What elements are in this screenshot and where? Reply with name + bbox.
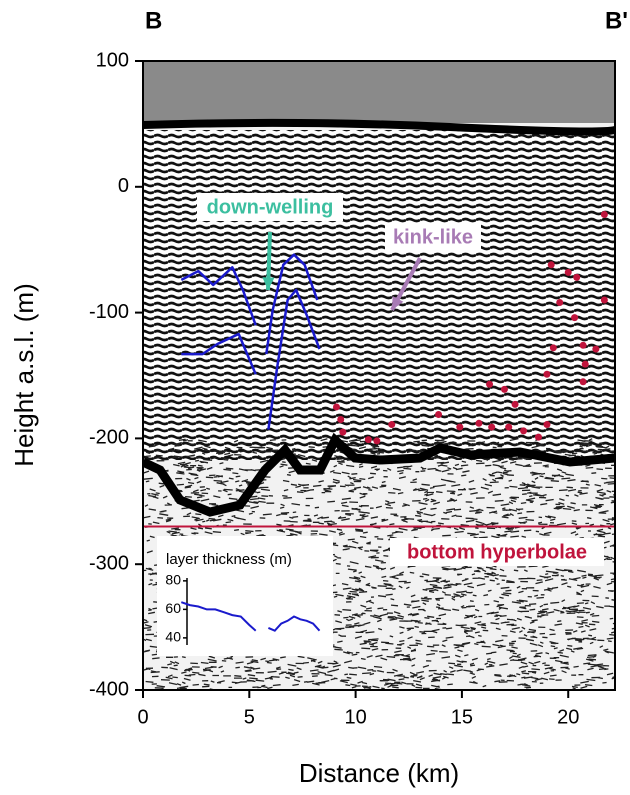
traced-layer <box>181 332 257 375</box>
hyperbola-point <box>556 299 564 307</box>
inset-y-tick-label: 60 <box>165 600 181 616</box>
hyperbola-point <box>543 370 551 378</box>
hyperbola-point <box>564 268 572 276</box>
surface-reflector <box>143 118 615 136</box>
plot-frame <box>142 60 616 691</box>
hyperbola-point <box>337 416 345 424</box>
hyperbola-point <box>364 436 372 444</box>
hyperbola-point <box>549 344 557 352</box>
inset-thickness-line <box>180 601 321 632</box>
hyperbola-point <box>592 345 600 353</box>
hyperbola-point <box>547 261 555 269</box>
hyperbola-point <box>456 423 464 431</box>
y-tick-label: -200 <box>89 427 129 449</box>
inset-y-tick-label: 40 <box>165 629 181 645</box>
hyperbola-point <box>581 360 589 368</box>
hyperbola-point <box>373 437 381 445</box>
traced-layer <box>265 253 319 355</box>
hyperbola-point <box>505 423 513 431</box>
hyperbola-point <box>500 385 508 393</box>
y-tick-label: -100 <box>89 301 129 323</box>
annotation-box <box>197 193 343 221</box>
annotation-box <box>390 538 604 566</box>
y-tick-label: 0 <box>118 175 129 197</box>
y-axis-label: Height a.s.l. (m) <box>9 283 39 467</box>
hyperbola-point <box>332 403 340 411</box>
hyperbola-point <box>511 400 519 408</box>
hyperbola-point <box>435 410 443 418</box>
hyperbola-point <box>488 423 496 431</box>
hyperbola-point <box>573 273 581 281</box>
x-axis-label: Distance (km) <box>299 758 459 788</box>
hyperbola-point <box>388 421 396 429</box>
hyperbola-point <box>543 421 551 429</box>
section-start-label: B <box>145 7 162 34</box>
x-tick-label: 0 <box>137 706 148 728</box>
x-tick-label: 10 <box>344 706 366 728</box>
hyperbola-point <box>579 341 587 349</box>
inset-title: layer thickness (m) <box>166 551 292 568</box>
y-tick-label: 100 <box>96 49 129 71</box>
layered-ice <box>143 130 615 460</box>
annotation-box <box>385 223 481 251</box>
hyperbola-point <box>534 433 542 441</box>
y-tick-label: -400 <box>89 678 129 700</box>
bed-reflector <box>143 432 615 517</box>
hyperbola-point <box>579 378 587 386</box>
hyperbola-point <box>600 210 608 218</box>
annotation: bottom hyperbolae <box>407 541 587 563</box>
hyperbola-point <box>571 314 579 322</box>
hyperbola-point <box>600 296 608 304</box>
x-tick-label: 20 <box>557 706 579 728</box>
annotation-arrowhead <box>392 296 404 310</box>
section-end-label: B' <box>605 7 628 34</box>
radargram-image <box>143 61 615 690</box>
y-tick-label: -300 <box>89 552 129 574</box>
x-tick-label: 5 <box>244 706 255 728</box>
annotation: down-welling <box>207 196 334 218</box>
annotation: kink-like <box>393 226 473 248</box>
hyperbola-point <box>486 380 494 388</box>
inset-y-tick-label: 80 <box>165 572 181 588</box>
hyperbola-point <box>520 427 528 435</box>
traced-layer <box>180 266 257 326</box>
hyperbola-point <box>475 419 483 427</box>
traced-layer <box>267 288 321 430</box>
x-tick-label: 15 <box>451 706 473 728</box>
air-region <box>143 61 615 123</box>
annotation-arrowhead <box>262 277 275 290</box>
hyperbola-point <box>339 428 347 436</box>
